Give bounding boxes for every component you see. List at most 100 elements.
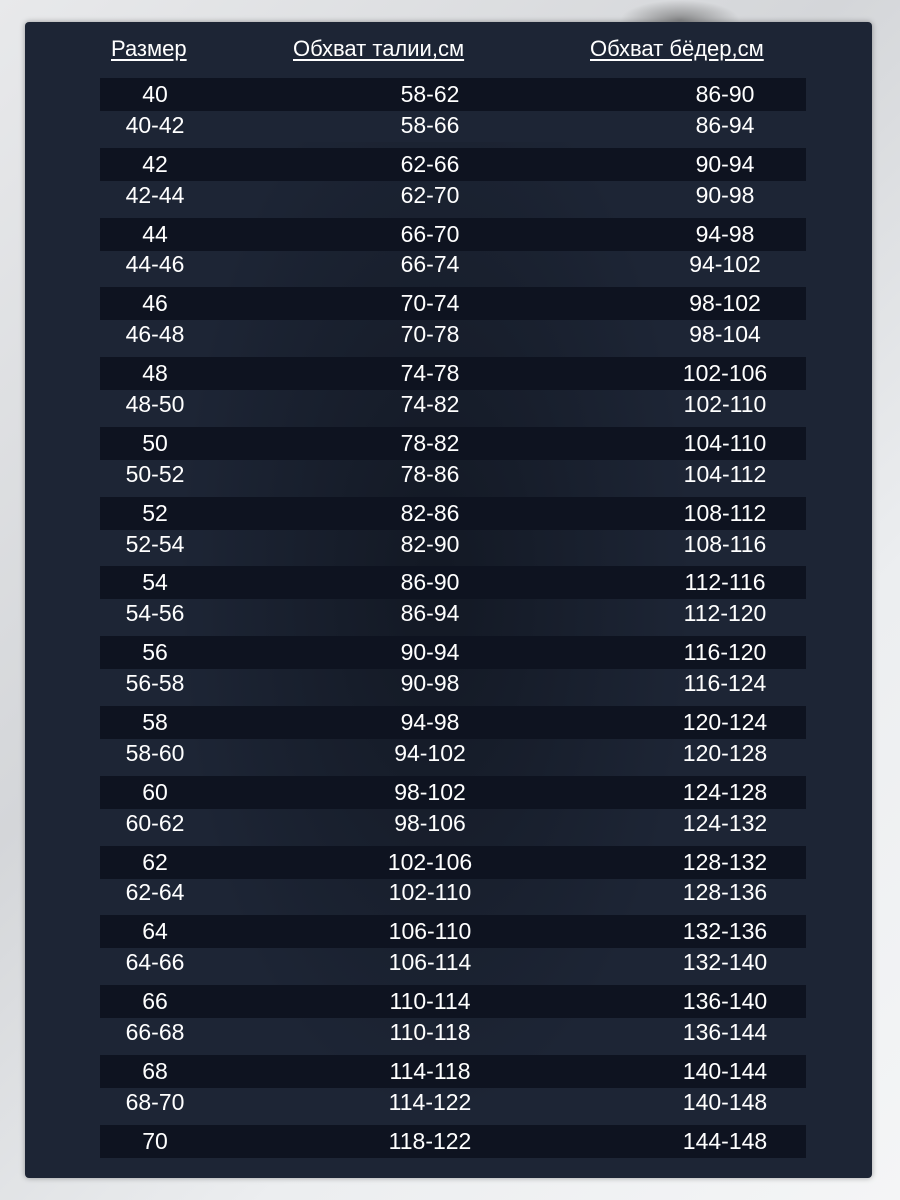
row-stripe bbox=[100, 78, 806, 111]
size-cell-text: 50-52 bbox=[125, 460, 185, 487]
hips-cell-text: 140-148 bbox=[682, 1088, 768, 1115]
row-stripe bbox=[100, 426, 806, 460]
size-cell-text: 68-70 bbox=[125, 1088, 185, 1115]
table-row: 44-46 66-74 94-102 bbox=[100, 251, 806, 286]
header-hips: Обхват бёдер,см bbox=[590, 36, 764, 61]
table-row: 52 82-86 108-112 bbox=[100, 496, 806, 531]
size-cell-text: 68 bbox=[142, 1057, 168, 1084]
waist-cell-text: 106-114 bbox=[388, 949, 472, 976]
size-cell-text: 64-66 bbox=[125, 949, 185, 976]
waist-cell-text: 98-102 bbox=[394, 778, 466, 805]
table-row: 50 78-82 104-110 bbox=[100, 426, 806, 461]
row-stripe bbox=[100, 985, 806, 1019]
waist-cell-text: 98-106 bbox=[394, 809, 466, 836]
waist-cell-text: 66-70 bbox=[400, 220, 460, 247]
table-row: 42-44 62-70 90-98 bbox=[100, 182, 806, 217]
table-row: 62-64 102-110 128-136 bbox=[100, 879, 806, 914]
row-stripe bbox=[100, 845, 806, 879]
size-cell-text: 62 bbox=[142, 848, 168, 875]
size-cell-text: 58 bbox=[142, 709, 168, 736]
size-cell-text: 52-54 bbox=[125, 530, 185, 557]
waist-cell-text: 110-118 bbox=[389, 1019, 471, 1046]
waist-cell-text: 66-74 bbox=[400, 251, 460, 278]
row-stripe bbox=[100, 1124, 806, 1158]
table-row: 40-42 58-66 86-94 bbox=[100, 112, 806, 147]
hips-cell-text: 102-106 bbox=[682, 360, 768, 387]
size-cell-text: 56-58 bbox=[125, 670, 185, 697]
hips-cell-text: 94-102 bbox=[689, 251, 761, 278]
table-row: 46 70-74 98-102 bbox=[100, 286, 806, 321]
waist-cell-text: 114-118 bbox=[389, 1057, 471, 1084]
row-stripe bbox=[100, 636, 806, 670]
size-cell-text: 54-56 bbox=[125, 600, 185, 627]
size-cell-text: 60 bbox=[142, 778, 168, 805]
table-row: 64 106-110 132-136 bbox=[100, 914, 806, 949]
table-row: 64-66 106-114 132-140 bbox=[100, 949, 806, 984]
header-size: Размер bbox=[111, 36, 187, 61]
size-cell-text: 44 bbox=[142, 220, 168, 247]
waist-cell-text: 94-98 bbox=[400, 709, 460, 736]
size-cell-text: 64 bbox=[142, 918, 168, 945]
hips-cell-text: 132-136 bbox=[682, 918, 768, 945]
hips-cell-text: 86-94 bbox=[695, 111, 755, 138]
size-cell-text: 70 bbox=[142, 1127, 168, 1154]
hips-cell-text: 104-112 bbox=[683, 460, 767, 487]
hips-cell-text: 104-110 bbox=[683, 429, 767, 456]
size-cell-text: 46 bbox=[142, 290, 168, 317]
table-row: 54 86-90 112-116 bbox=[100, 565, 806, 600]
size-cell-text: 48 bbox=[142, 360, 168, 387]
hips-cell-text: 86-90 bbox=[695, 81, 755, 107]
size-cell-text: 58-60 bbox=[125, 739, 185, 766]
table-header: Размер Обхват талии,см Обхват бёдер,см bbox=[25, 36, 872, 76]
hips-cell-text: 108-116 bbox=[683, 530, 767, 557]
waist-cell-text: 62-66 bbox=[400, 150, 460, 177]
waist-cell-text: 62-70 bbox=[400, 181, 460, 208]
waist-cell-text: 106-110 bbox=[388, 918, 472, 945]
waist-cell-text: 102-106 bbox=[387, 848, 473, 875]
hips-cell-text: 120-124 bbox=[682, 709, 768, 736]
table-row: 68-70 114-122 140-148 bbox=[100, 1089, 806, 1124]
table-row: 66-68 110-118 136-144 bbox=[100, 1019, 806, 1054]
waist-cell-text: 82-86 bbox=[400, 499, 460, 526]
size-table-body: 40 58-62 86-90 40-42 58-66 86-94 42 62-66 90-94 4… bbox=[100, 77, 806, 1159]
table-row: 56-58 90-98 116-124 bbox=[100, 670, 806, 705]
size-cell-text: 66 bbox=[142, 988, 168, 1015]
table-row: 68 114-118 140-144 bbox=[100, 1054, 806, 1089]
hips-cell-text: 128-132 bbox=[682, 848, 768, 875]
waist-cell-text: 58-62 bbox=[400, 81, 460, 107]
table-row: 66 110-114 136-140 bbox=[100, 984, 806, 1019]
table-row: 58-60 94-102 120-128 bbox=[100, 740, 806, 775]
hips-cell-text: 116-120 bbox=[683, 639, 767, 666]
table-row: 60 98-102 124-128 bbox=[100, 775, 806, 810]
hips-cell-text: 108-112 bbox=[683, 499, 767, 526]
hips-cell-text: 132-140 bbox=[682, 949, 768, 976]
waist-cell-text: 82-90 bbox=[400, 530, 460, 557]
size-cell-text: 44-46 bbox=[125, 251, 185, 278]
size-cell-text: 48-50 bbox=[125, 391, 185, 418]
table-row: 48-50 74-82 102-110 bbox=[100, 391, 806, 426]
size-cell-text: 66-68 bbox=[125, 1019, 185, 1046]
hips-cell-text: 98-102 bbox=[689, 290, 761, 317]
hips-cell-text: 98-104 bbox=[689, 321, 761, 348]
waist-cell-text: 90-94 bbox=[400, 639, 460, 666]
size-cell-text: 56 bbox=[142, 639, 168, 666]
size-cell-text: 46-48 bbox=[125, 321, 185, 348]
table-row: 42 62-66 90-94 bbox=[100, 147, 806, 182]
size-cell-text: 42-44 bbox=[125, 181, 185, 208]
waist-cell-text: 58-66 bbox=[400, 111, 460, 138]
waist-cell-text: 114-122 bbox=[388, 1088, 472, 1115]
waist-cell-text: 78-82 bbox=[400, 429, 460, 456]
size-cell-text: 60-62 bbox=[125, 809, 185, 836]
table-row: 40 58-62 86-90 bbox=[100, 77, 806, 112]
table-row: 48 74-78 102-106 bbox=[100, 356, 806, 391]
waist-cell-text: 74-82 bbox=[400, 391, 460, 418]
hips-cell-text: 112-120 bbox=[683, 600, 767, 627]
size-cell-text: 40-42 bbox=[125, 111, 185, 138]
hips-cell-text: 120-128 bbox=[682, 739, 768, 766]
table-row: 50-52 78-86 104-112 bbox=[100, 461, 806, 496]
table-row: 52-54 82-90 108-116 bbox=[100, 531, 806, 566]
hips-cell-text: 112-116 bbox=[684, 569, 766, 596]
table-row: 46-48 70-78 98-104 bbox=[100, 321, 806, 356]
size-chart-panel: Размер Обхват талии,см Обхват бёдер,см 4… bbox=[25, 22, 872, 1178]
size-cell-text: 50 bbox=[142, 429, 168, 456]
